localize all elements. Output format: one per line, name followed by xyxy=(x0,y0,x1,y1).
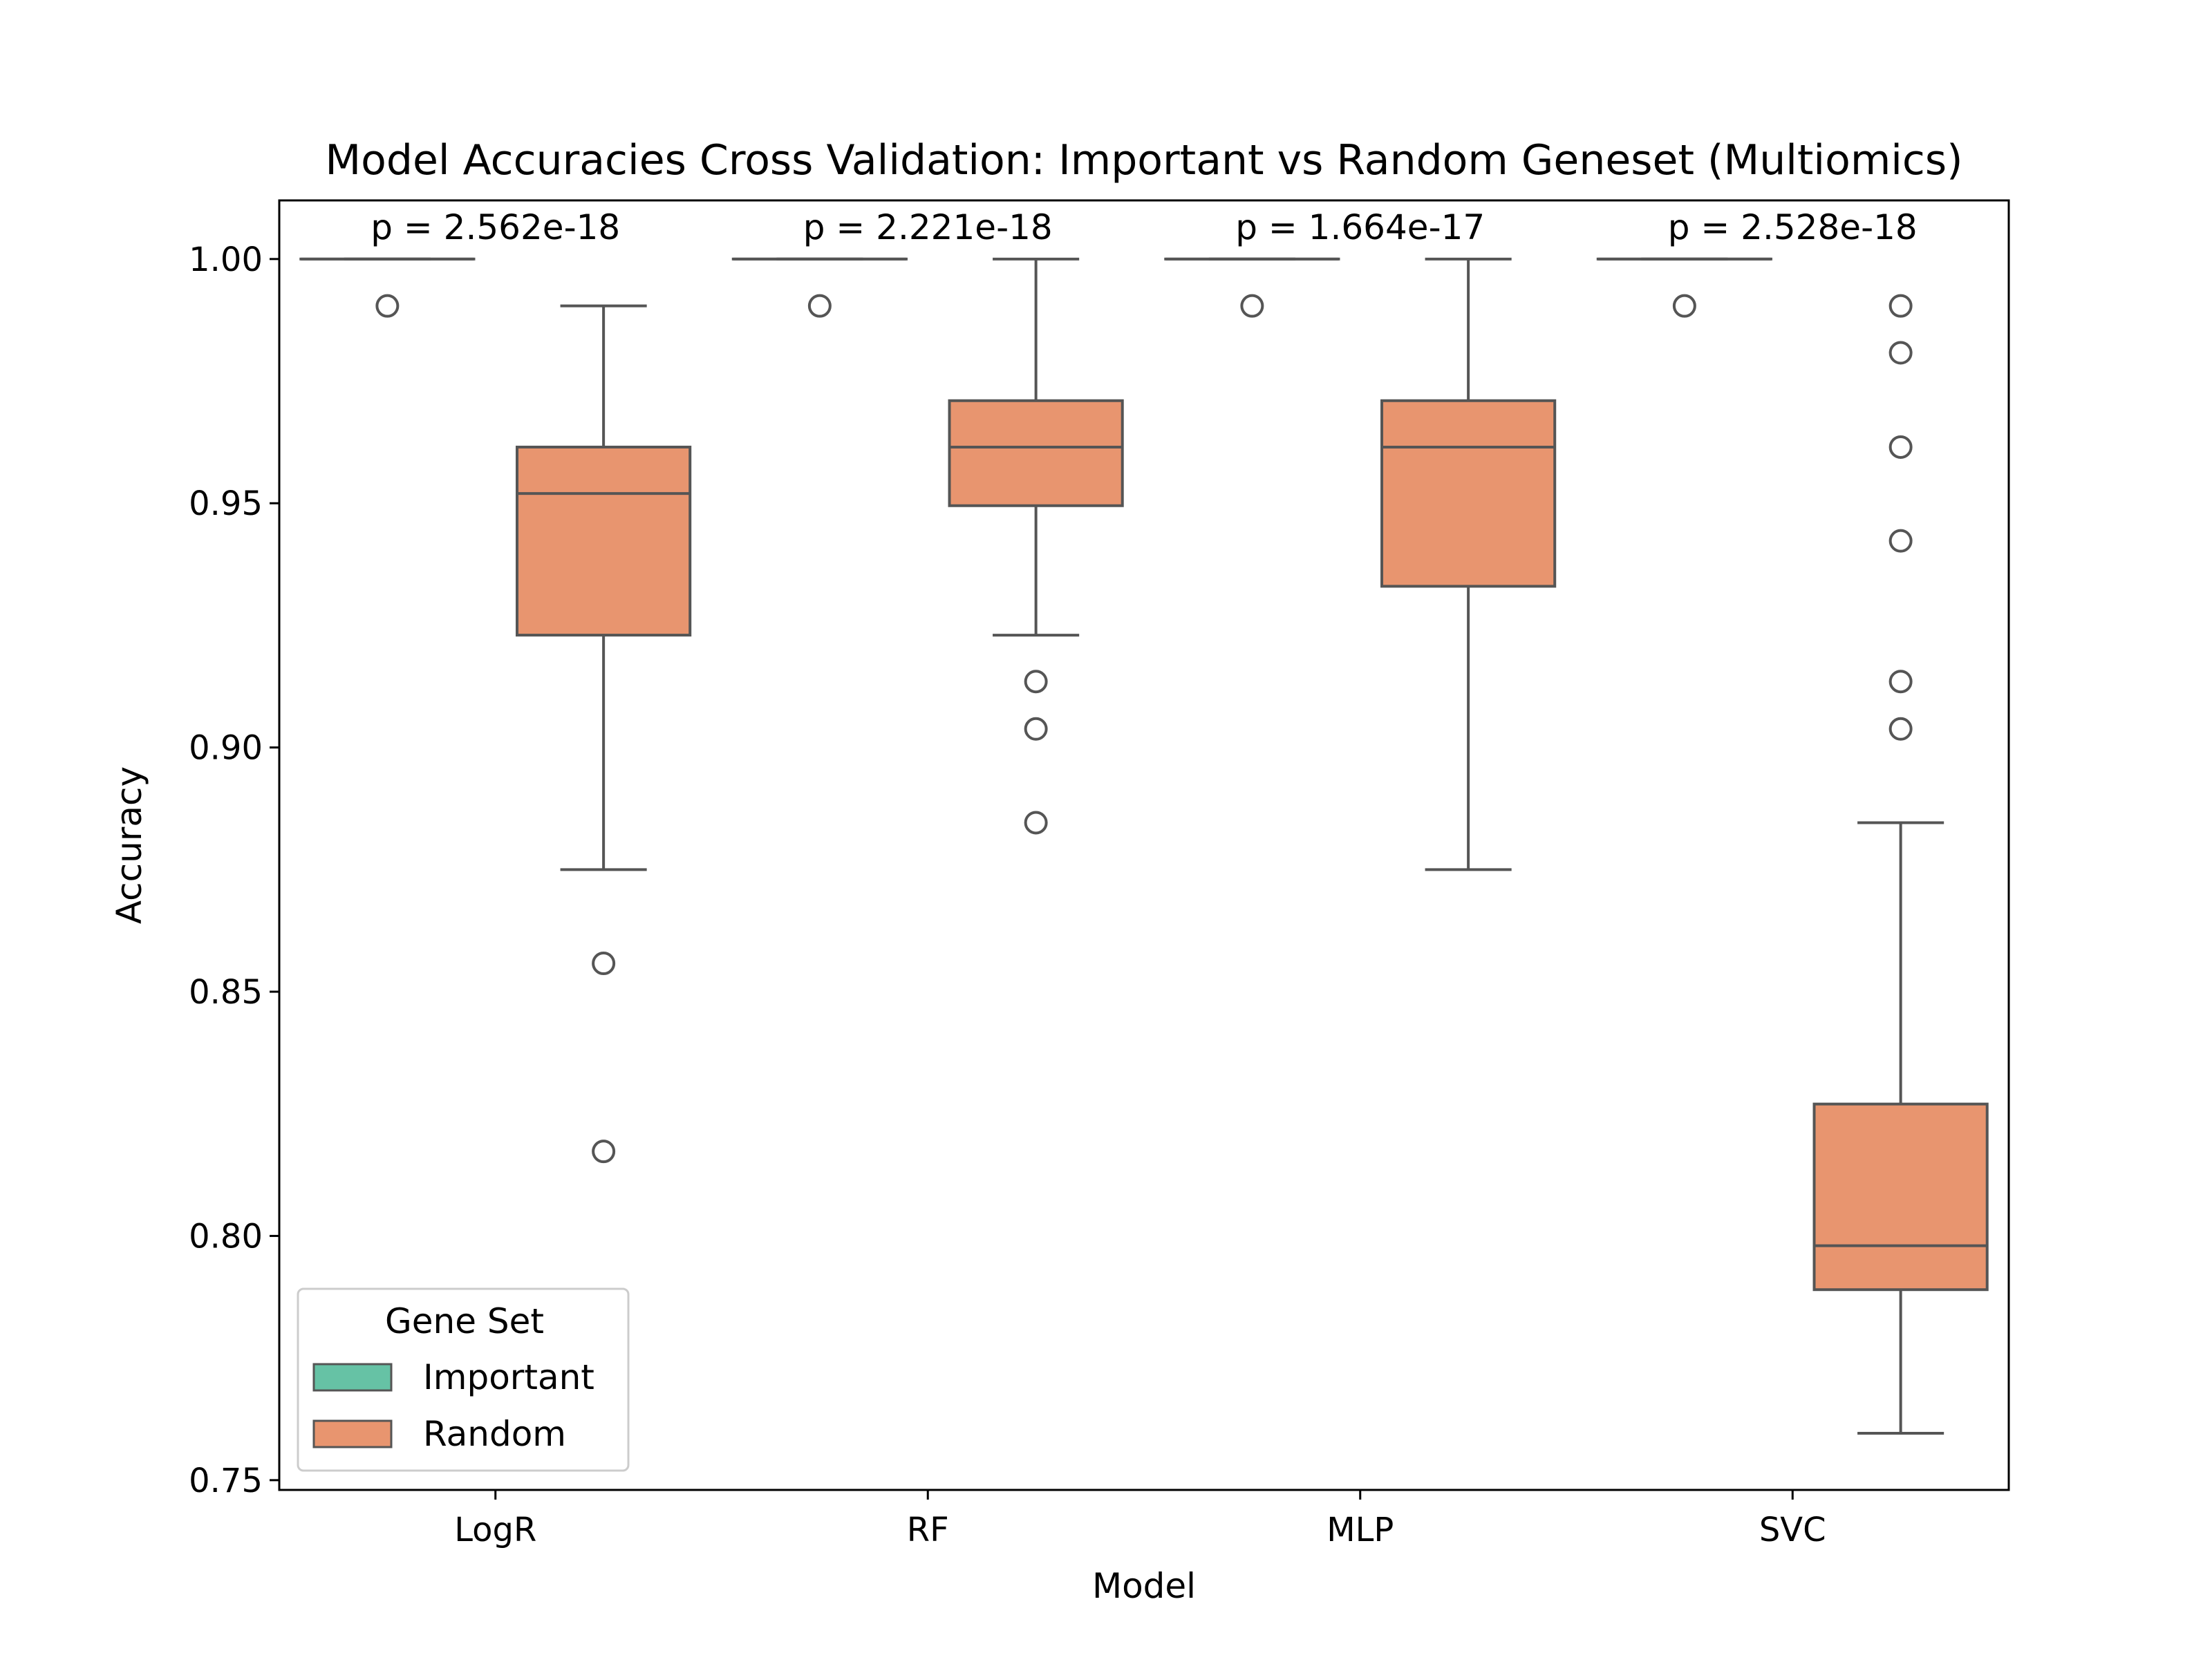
x-tick-label: LogR xyxy=(454,1511,536,1549)
y-tick-label: 0.85 xyxy=(189,973,263,1012)
x-tick-label: RF xyxy=(907,1511,949,1549)
legend-swatch-important xyxy=(314,1364,391,1390)
box-iqr xyxy=(1815,1104,1987,1290)
p-value-label: p = 1.664e-17 xyxy=(1235,207,1485,247)
legend: Gene Set Important Random xyxy=(298,1289,628,1471)
box-iqr xyxy=(1382,401,1555,587)
box-iqr xyxy=(950,401,1123,506)
x-tick-label: SVC xyxy=(1759,1511,1826,1549)
p-value-label: p = 2.528e-18 xyxy=(1668,207,1918,247)
chart-title: Model Accuracies Cross Validation: Impor… xyxy=(325,136,1962,185)
y-axis-label: Accuracy xyxy=(109,766,149,924)
y-tick-label: 1.00 xyxy=(189,240,263,279)
x-tick-label: MLP xyxy=(1327,1511,1394,1549)
legend-swatch-random xyxy=(314,1421,391,1447)
legend-label-important: Important xyxy=(423,1357,594,1397)
p-value-label: p = 2.221e-18 xyxy=(803,207,1053,247)
x-axis-label: Model xyxy=(1092,1566,1196,1606)
y-tick-label: 0.95 xyxy=(189,484,263,523)
legend-label-random: Random xyxy=(423,1414,566,1454)
p-value-label: p = 2.562e-18 xyxy=(371,207,620,247)
legend-title: Gene Set xyxy=(385,1301,544,1341)
y-tick-label: 0.80 xyxy=(189,1217,263,1256)
box-iqr xyxy=(517,447,690,635)
y-tick-label: 0.75 xyxy=(189,1462,263,1500)
y-tick-label: 0.90 xyxy=(189,729,263,768)
